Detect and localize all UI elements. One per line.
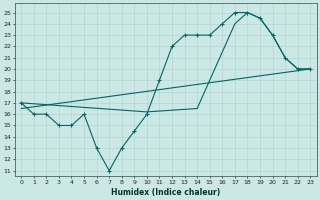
X-axis label: Humidex (Indice chaleur): Humidex (Indice chaleur) [111, 188, 220, 197]
